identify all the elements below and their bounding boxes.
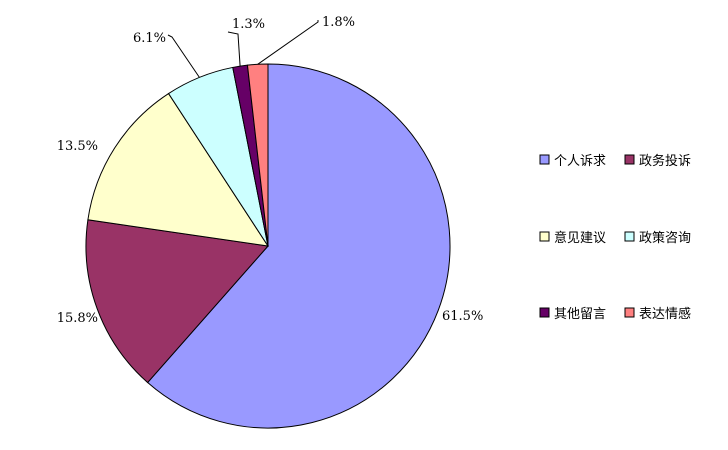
- slice-6-leader-line: [257, 20, 319, 65]
- legend-label-2: 政务投诉: [639, 153, 691, 169]
- slice-3: [87, 92, 270, 247]
- slice-5-label: 1.3%: [232, 17, 265, 32]
- legend-swatch-1: [539, 154, 550, 165]
- slice-1-label: 61.5%: [442, 309, 483, 324]
- legend-label-4: 政策咨询: [639, 230, 691, 246]
- legend-swatch-5: [539, 307, 550, 318]
- slice-5-leader-line: [227, 31, 241, 67]
- data-labels: 61.5% 15.8% 13.5% 6.1% 1.3% 1.8%: [57, 15, 484, 326]
- legend-label-5: 其他留言: [554, 307, 606, 322]
- slice-3-label: 13.5%: [57, 139, 98, 154]
- slice-6-label: 1.8%: [322, 15, 355, 30]
- legend-swatch-3: [539, 231, 550, 242]
- slice-4-leader-line: [167, 34, 200, 78]
- slice-4-label: 6.1%: [133, 31, 166, 46]
- legend-label-1: 个人诉求: [554, 154, 606, 169]
- leader-lines: [167, 20, 319, 78]
- legend-label-6: 表达情感: [639, 306, 691, 322]
- pie-slices: [85, 63, 451, 429]
- slice-1: [146, 63, 451, 429]
- legend-label-3: 意见建议: [554, 230, 606, 246]
- slice-2-label: 15.8%: [57, 311, 98, 326]
- slice-2: [85, 219, 269, 384]
- legend-swatch-4: [624, 231, 635, 242]
- legend-swatch-6: [624, 307, 635, 318]
- legend-swatch-2: [624, 154, 635, 165]
